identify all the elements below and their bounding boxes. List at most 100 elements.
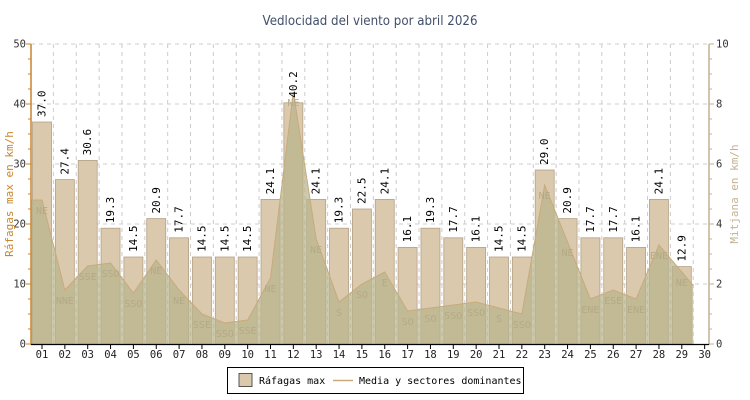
- right-tick-label: 6: [716, 159, 722, 171]
- bar-value-label: 14.5: [493, 226, 506, 253]
- x-tick-label: 09: [218, 349, 231, 361]
- x-tick-label: 08: [196, 349, 209, 361]
- bar-value-label: 14.5: [218, 226, 231, 253]
- x-tick-label: 21: [493, 349, 506, 361]
- x-tick-label: 29: [675, 349, 688, 361]
- x-tick-label: 24: [561, 349, 574, 361]
- sector-label: S: [496, 314, 502, 325]
- x-tick-label: 02: [59, 349, 72, 361]
- sector-label: ENE: [627, 305, 645, 316]
- x-tick-label: 23: [538, 349, 551, 361]
- legend-mean-label: Media y sectores dominantes: [359, 376, 522, 387]
- sector-label: NE: [150, 266, 162, 277]
- x-tick-label: 13: [310, 349, 323, 361]
- sector-label: SSE: [193, 320, 211, 331]
- x-tick-label: 20: [470, 349, 483, 361]
- bar-value-label: 22.5: [355, 178, 368, 205]
- sector-label: SSO: [216, 329, 234, 340]
- bar-value-label: 17.7: [173, 206, 186, 233]
- right-tick-label: 8: [716, 99, 722, 111]
- bar-value-label: 16.1: [470, 216, 483, 243]
- left-tick-label: 40: [13, 99, 26, 111]
- bar-value-label: 40.2: [287, 71, 300, 98]
- x-tick-label: 04: [104, 349, 117, 361]
- legend-bar-label: Ráfagas max: [259, 375, 325, 387]
- bar-value-label: 19.3: [424, 197, 437, 224]
- bar-value-label: 20.9: [561, 187, 574, 214]
- left-axis-title: Ráfagas max en km/h: [3, 131, 16, 257]
- right-tick-label: 4: [716, 219, 722, 231]
- left-tick-label: 10: [13, 279, 26, 291]
- sector-label: NNE: [56, 296, 74, 307]
- bar-value-label: 17.7: [584, 206, 597, 233]
- bar-value-label: 12.9: [675, 235, 688, 262]
- bar-value-labels: 37.0 27.4 30.6 19.3 14.5 20.9 17.7 14.5 14.5 14.5…: [36, 71, 689, 261]
- bar-value-label: 37.0: [36, 91, 49, 118]
- sector-label: NE: [562, 248, 574, 259]
- bar-value-label: 17.7: [447, 206, 460, 233]
- x-tick-label: 11: [264, 349, 277, 361]
- sector-label: SSE: [239, 326, 257, 337]
- sector-label: NE: [287, 98, 299, 109]
- legend-bar-swatch: [238, 373, 253, 387]
- sector-label: ENE: [581, 305, 599, 316]
- sector-label: NE: [264, 284, 276, 295]
- bar-value-label: 24.1: [264, 168, 277, 195]
- x-tick-label: 10: [241, 349, 254, 361]
- sector-label: SSO: [124, 299, 142, 310]
- x-tick-label: 28: [653, 349, 666, 361]
- x-tick-label: 19: [447, 349, 460, 361]
- x-tick-label: 18: [424, 349, 437, 361]
- bar-value-label: 24.1: [310, 168, 323, 195]
- x-tick-label: 16: [378, 349, 391, 361]
- bar-value-label: 29.0: [538, 139, 551, 166]
- bar-value-label: 14.5: [127, 226, 140, 253]
- right-tick-label: 10: [716, 39, 729, 51]
- chart-title: Vedlocidad del viento por abril 2026: [263, 14, 478, 29]
- x-tick-label: 05: [127, 349, 140, 361]
- sector-label: SO: [356, 290, 368, 301]
- left-tick-label: 20: [13, 219, 26, 231]
- bar-value-label: 14.5: [515, 226, 528, 253]
- sector-label: S: [336, 308, 342, 319]
- legend-box: [227, 367, 524, 394]
- sector-label: NE: [539, 191, 551, 202]
- sector-label: SO: [424, 314, 436, 325]
- x-tick-label: 07: [173, 349, 186, 361]
- bar-value-label: 24.1: [378, 168, 391, 195]
- left-tick-label: 30: [13, 159, 26, 171]
- sector-label: ESE: [604, 296, 622, 307]
- right-tick-label: 0: [716, 339, 722, 351]
- x-tick-label: 03: [81, 349, 94, 361]
- mean-line: [31, 91, 694, 324]
- right-tick-label: 2: [716, 279, 722, 291]
- bar-value-label: 27.4: [58, 148, 71, 175]
- x-axis: 01 02 03 04 05 06 07 08 09 10 11 12 13 14 15 16 17 18 19 20…: [31, 343, 711, 361]
- x-tick-label: 30: [698, 349, 711, 361]
- left-axis: 0 10 20 30 40 50 Ráfagas max en km/h: [3, 39, 32, 351]
- x-tick-label: 12: [287, 349, 300, 361]
- x-tick-label: 15: [356, 349, 369, 361]
- bar-value-label: 14.5: [195, 226, 208, 253]
- bar-value-label: 14.5: [241, 226, 254, 253]
- sector-label: ENE: [650, 251, 668, 262]
- legend: Ráfagas max Media y sectores dominantes: [227, 367, 524, 394]
- x-tick-label: 17: [401, 349, 414, 361]
- sector-label: SO: [402, 317, 414, 328]
- chart-title-group: Vedlocidad del viento por abril 2026: [263, 14, 478, 29]
- mean-area: [31, 91, 694, 344]
- bar-value-label: 20.9: [150, 187, 163, 214]
- sector-label: NE: [676, 278, 688, 289]
- x-tick-label: 06: [150, 349, 163, 361]
- bar-value-label: 30.6: [81, 129, 94, 156]
- x-tick-label: 14: [333, 349, 346, 361]
- x-tick-label: 01: [36, 349, 49, 361]
- sector-label: SSO: [102, 269, 120, 280]
- bar-value-label: 16.1: [401, 216, 414, 243]
- sector-label: SSO: [444, 311, 462, 322]
- bar-value-label: 16.1: [630, 216, 643, 243]
- bar-value-label: 17.7: [607, 206, 620, 233]
